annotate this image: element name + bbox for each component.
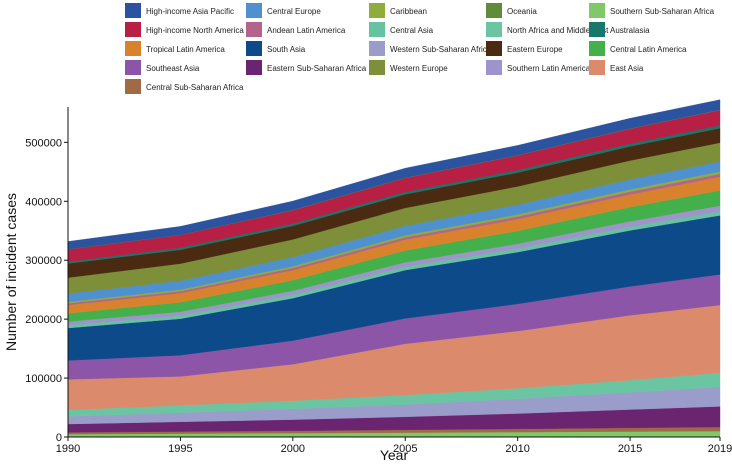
- legend-label-australasia: Australasia: [610, 26, 650, 35]
- legend-swatch-southern-latin-america: [486, 60, 502, 75]
- legend-label-andean-latin-america: Andean Latin America: [267, 26, 346, 35]
- x-tick-label: 1990: [56, 443, 80, 455]
- legend-swatch-north-africa-and-middle-east: [486, 22, 502, 37]
- y-ticks: 0 100000 200000 300000 400000 500000: [25, 137, 68, 444]
- y-tick-label: 0: [56, 432, 62, 444]
- legend-label-central-sub-saharan-africa: Central Sub-Saharan Africa: [146, 83, 244, 92]
- area-high-income-asia-pacific: [67, 99, 721, 250]
- legend-swatch-central-asia: [369, 22, 385, 37]
- legend-label-central-europe: Central Europe: [267, 7, 321, 16]
- legend-swatch-andean-latin-america: [246, 22, 262, 37]
- y-tick-label: 300000: [25, 255, 62, 267]
- legend-swatch-high-income-north-america: [125, 22, 141, 37]
- legend-label-eastern-sub-saharan-africa: Eastern Sub-Saharan Africa: [267, 64, 367, 73]
- legend-label-oceania: Oceania: [507, 7, 537, 16]
- legend-swatch-central-sub-saharan-africa: [125, 79, 141, 94]
- x-tick-label: 2000: [281, 443, 305, 455]
- legend-swatch-tropical-latin-america: [125, 41, 141, 56]
- legend-swatch-southern-sub-saharan-africa: [589, 3, 605, 18]
- legend-label-south-asia: South Asia: [267, 45, 306, 54]
- y-tick-label: 200000: [25, 314, 62, 326]
- legend-swatch-australasia: [589, 22, 605, 37]
- legend-label-high-income-north-america: High-income North America: [146, 26, 244, 35]
- legend-swatch-western-europe: [369, 60, 385, 75]
- legend-swatch-central-latin-america: [589, 41, 605, 56]
- y-tick-label: 100000: [25, 373, 62, 385]
- legend-label-central-latin-america: Central Latin America: [610, 45, 687, 54]
- legend-swatch-caribbean: [369, 3, 385, 18]
- legend-label-eastern-europe: Eastern Europe: [507, 45, 563, 54]
- legend-swatch-oceania: [486, 3, 502, 18]
- legend-label-western-sub-saharan-africa: Western Sub-Saharan Africa: [390, 45, 492, 54]
- legend-swatch-southeast-asia: [125, 60, 141, 75]
- axes: [67, 107, 720, 438]
- legend-label-caribbean: Caribbean: [390, 7, 427, 16]
- y-tick-label: 400000: [25, 196, 62, 208]
- x-ticks: 1990 1995 2000 2005 2010 2015 2019: [56, 437, 732, 455]
- legend-swatch-eastern-sub-saharan-africa: [246, 60, 262, 75]
- legend-swatch-western-sub-saharan-africa: [369, 41, 385, 56]
- legend-swatch-east-asia: [589, 60, 605, 75]
- y-tick-label: 500000: [25, 137, 62, 149]
- legend-label-southeast-asia: Southeast Asia: [146, 64, 200, 73]
- legend-swatch-eastern-europe: [486, 41, 502, 56]
- x-tick-label: 2005: [393, 443, 417, 455]
- legend-label-high-income-asia-pacific: High-income Asia Pacific: [146, 7, 234, 16]
- plot-area: [67, 99, 721, 438]
- legend-label-southern-sub-saharan-africa: Southern Sub-Saharan Africa: [610, 7, 715, 16]
- legend-label-east-asia: East Asia: [610, 64, 644, 73]
- legend-label-western-europe: Western Europe: [390, 64, 448, 73]
- legend-label-central-asia: Central Asia: [390, 26, 434, 35]
- x-tick-label: 2015: [618, 443, 642, 455]
- legend-label-southern-latin-america: Southern Latin America: [507, 64, 591, 73]
- x-tick-label: 2019: [708, 443, 732, 455]
- legend-swatch-central-europe: [246, 3, 262, 18]
- y-axis-title: Number of incident cases: [3, 193, 19, 351]
- legend-label-tropical-latin-america: Tropical Latin America: [146, 45, 225, 54]
- legend-swatch-high-income-asia-pacific: [125, 3, 141, 18]
- legend-label-north-africa-and-middle-east: North Africa and Middle East: [507, 26, 609, 35]
- x-tick-label: 1995: [168, 443, 192, 455]
- legend-swatch-south-asia: [246, 41, 262, 56]
- x-tick-label: 2010: [505, 443, 529, 455]
- legend: High-income Asia Pacific Central Europe Ca…: [125, 3, 715, 94]
- x-axis-title: Year: [380, 447, 409, 463]
